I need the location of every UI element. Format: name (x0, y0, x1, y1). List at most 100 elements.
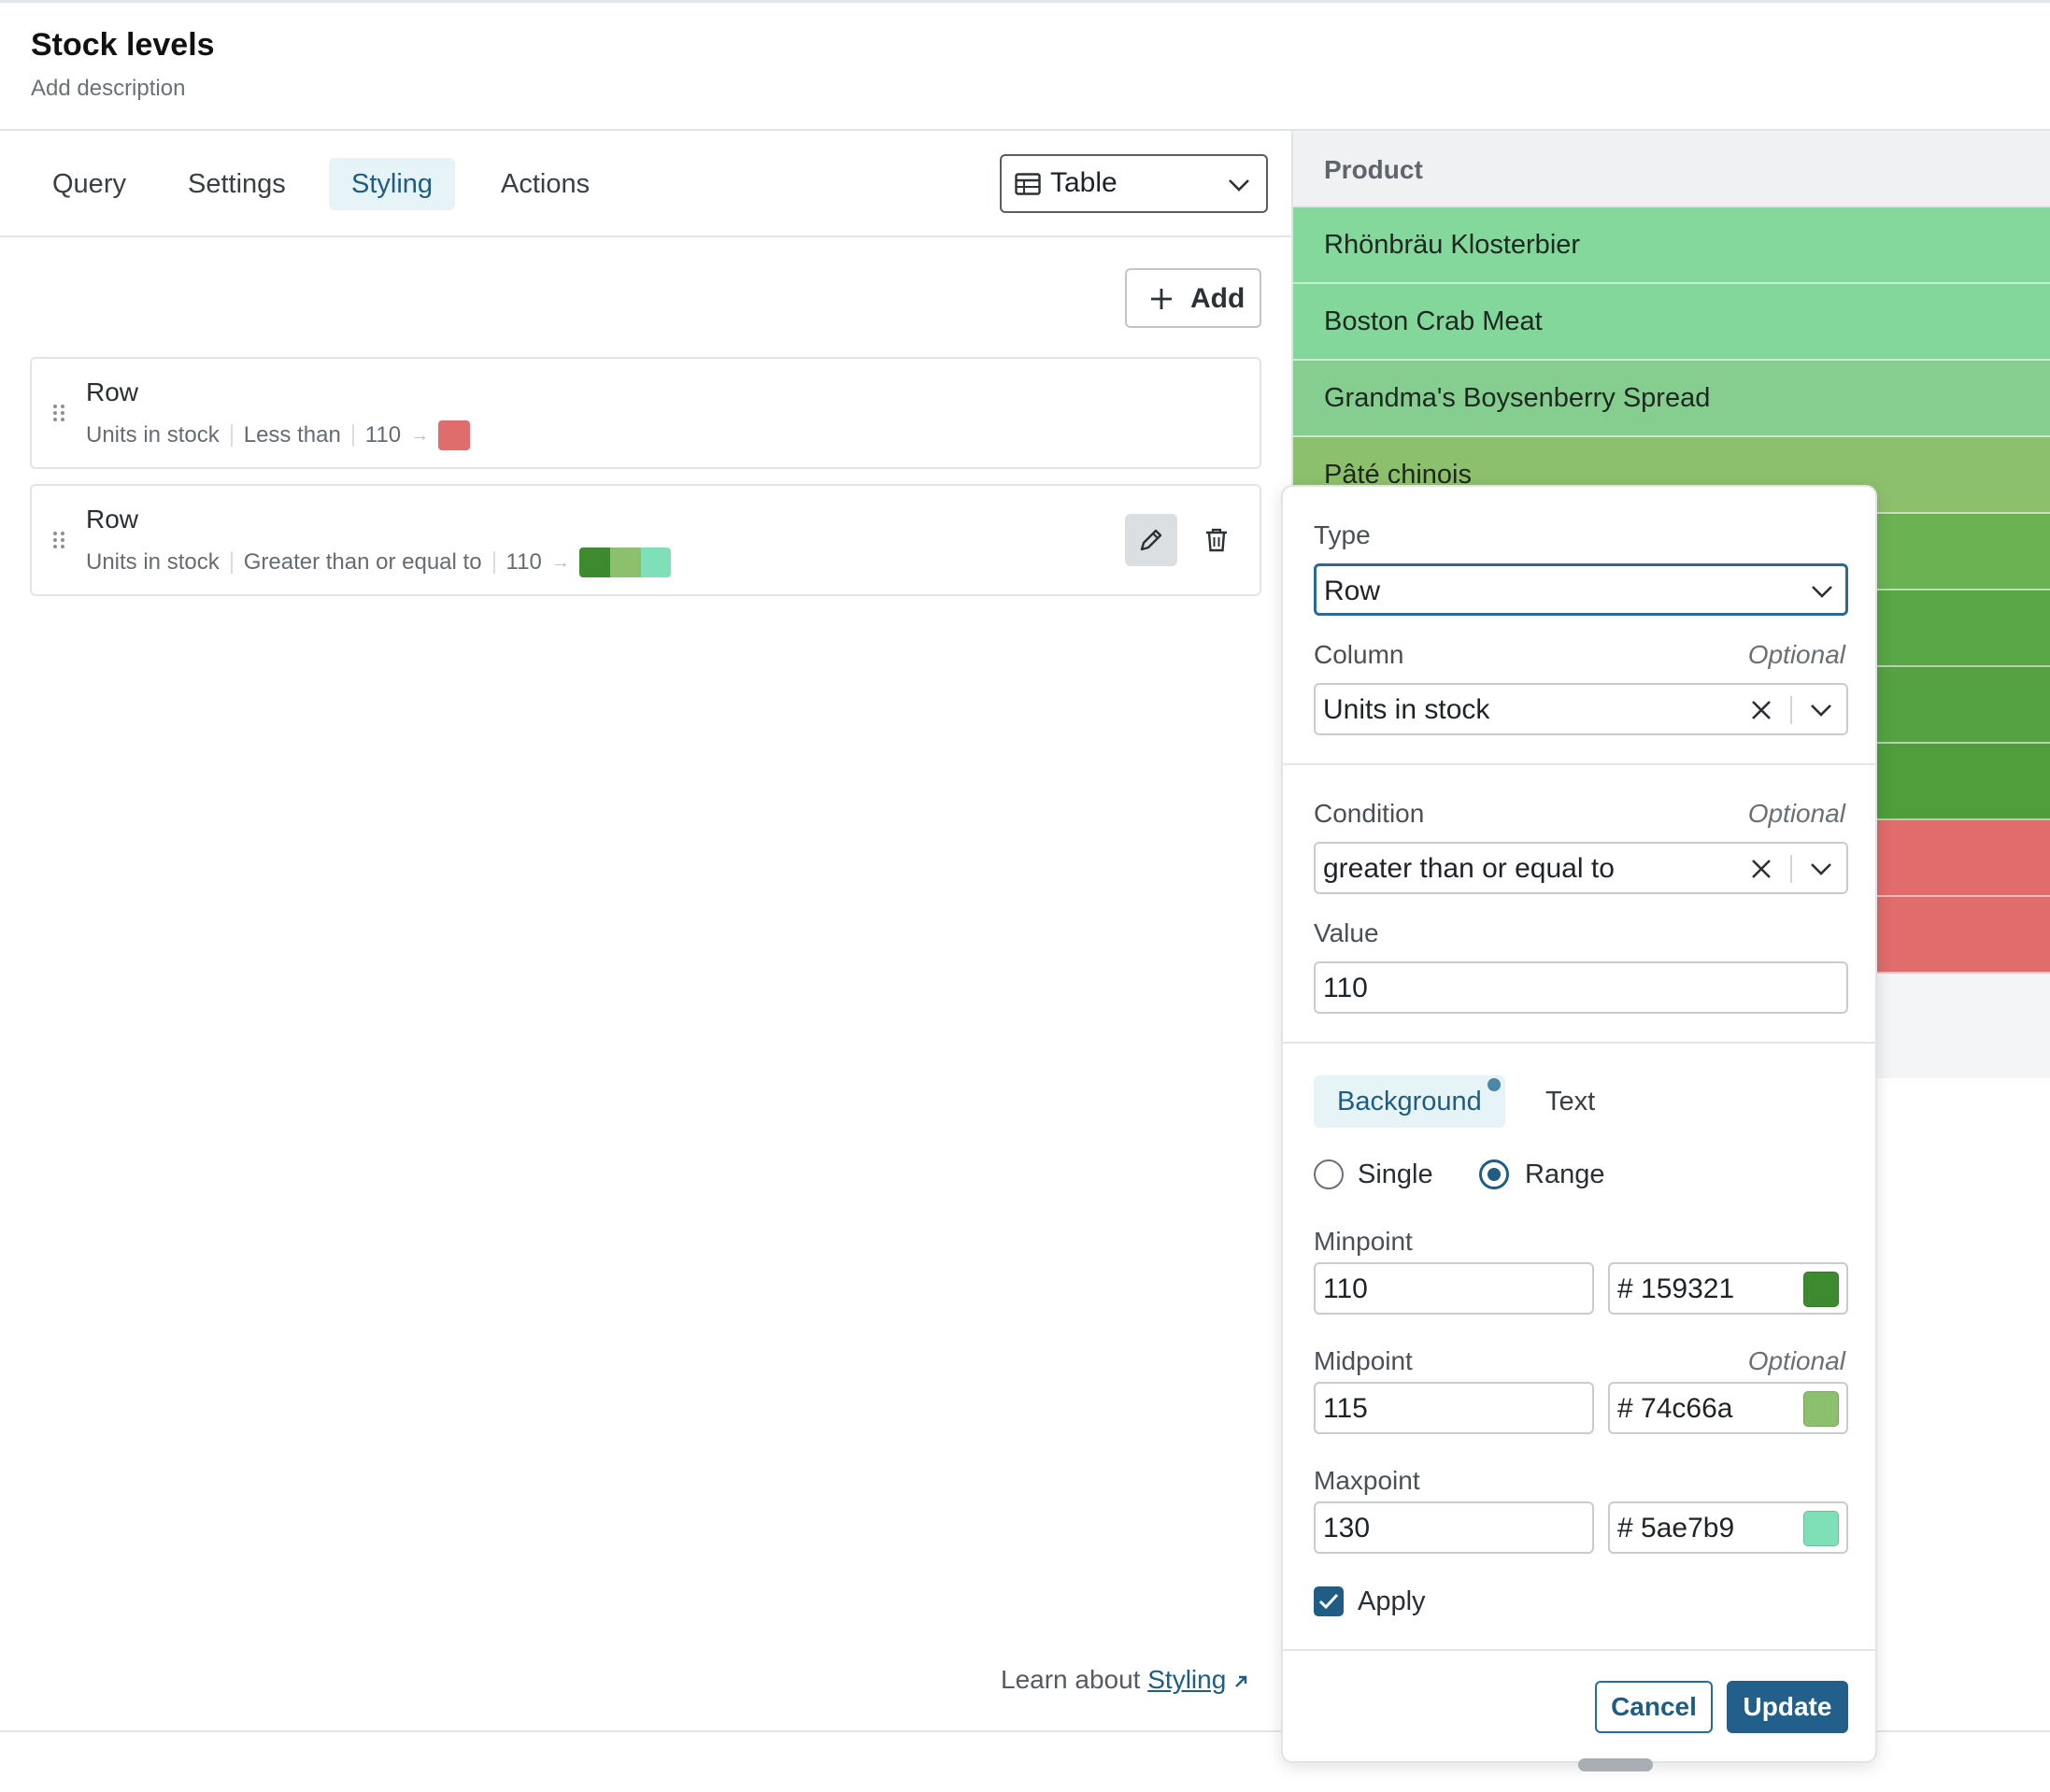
midpoint-label: Midpoint (1314, 1346, 1413, 1375)
section-divider (1283, 1042, 1875, 1044)
page-header: Stock levels Add description (0, 3, 2050, 131)
tab-background[interactable]: Background (1314, 1075, 1505, 1128)
rule-card[interactable]: Row Units in stock Greater than or equal… (30, 484, 1261, 596)
update-button[interactable]: Update (1727, 1681, 1848, 1733)
column-header-label: Product (1324, 155, 1423, 184)
chevron-down-icon[interactable] (1809, 857, 1833, 881)
minpoint-label: Minpoint (1314, 1227, 1413, 1256)
cancel-button[interactable]: Cancel (1595, 1681, 1713, 1733)
divider (1790, 696, 1792, 724)
editor-panel: Query Settings Styling Actions Table Add… (0, 131, 1291, 1732)
apply-checkbox[interactable] (1314, 1586, 1344, 1616)
divider (230, 551, 233, 574)
midpoint-input[interactable]: 115 (1314, 1382, 1594, 1434)
radio-single-label[interactable]: Single (1358, 1159, 1433, 1189)
chevron-down-icon[interactable] (1809, 698, 1833, 722)
rule-column: Units in stock (86, 422, 220, 448)
drag-handle-icon[interactable] (52, 404, 65, 422)
chevron-down-icon (1812, 586, 1832, 598)
minpoint-value: 110 (1323, 1273, 1368, 1304)
condition-select[interactable]: greater than or equal to (1314, 842, 1848, 894)
minpoint-input[interactable]: 110 (1314, 1262, 1594, 1315)
table-row[interactable]: Rhönbräu Klosterbier (1293, 207, 2050, 284)
maxpoint-label: Maxpoint (1314, 1466, 1420, 1495)
maxpoint-input[interactable]: 130 (1314, 1501, 1594, 1554)
table-row[interactable]: Grandma's Boysenberry Spread (1293, 361, 2050, 437)
description-field[interactable]: Add description (31, 76, 186, 101)
resize-handle[interactable] (1578, 1758, 1653, 1771)
page-title[interactable]: Stock levels (31, 27, 215, 63)
add-rule-button[interactable]: Add (1125, 268, 1261, 328)
value-input[interactable]: 110 (1314, 961, 1848, 1014)
maxpoint-color-swatch[interactable] (1803, 1511, 1839, 1546)
trash-icon (1206, 528, 1227, 552)
type-label: Type (1314, 520, 1371, 549)
table-icon (1015, 173, 1041, 195)
table-row[interactable]: Boston Crab Meat (1293, 284, 2050, 361)
apply-label[interactable]: Apply (1358, 1586, 1426, 1616)
rule-title: Row (86, 505, 139, 533)
maxpoint-color-input[interactable]: # 5ae7b9 (1608, 1501, 1848, 1554)
bottom-border (0, 1730, 2050, 1732)
section-divider (1283, 763, 1875, 765)
clear-icon[interactable] (1749, 857, 1773, 881)
rule-value: 110 (505, 549, 542, 575)
rule-color-swatch (578, 548, 671, 577)
external-link-icon[interactable] (1233, 1674, 1248, 1689)
midpoint-color-input[interactable]: # 74c66a (1608, 1382, 1848, 1434)
midpoint-hex: # 74c66a (1617, 1393, 1733, 1424)
type-select-value: Row (1324, 576, 1381, 606)
checkmark-icon (1318, 1593, 1339, 1610)
maxpoint-value: 130 (1323, 1513, 1371, 1543)
tab-settings[interactable]: Settings (188, 169, 286, 199)
column-select[interactable]: Units in stock (1314, 683, 1848, 735)
divider (230, 424, 233, 447)
visualization-select-value: Table (1050, 167, 1118, 198)
condition-label: Condition (1314, 799, 1425, 828)
condition-optional-hint: Optional (1747, 799, 1845, 828)
visualization-select[interactable]: Table (1000, 154, 1268, 213)
rule-card[interactable]: Row Units in stock Less than 110 → (30, 357, 1261, 469)
learn-about-styling: Learn about Styling (1001, 1665, 1248, 1695)
rule-title: Row (86, 377, 139, 406)
tab-query[interactable]: Query (52, 169, 126, 199)
radio-range-label[interactable]: Range (1525, 1159, 1605, 1189)
rule-editor-popover: Type Row Column Optional Units in stock … (1281, 485, 1877, 1763)
section-divider (1283, 1649, 1875, 1651)
radio-range[interactable] (1479, 1159, 1509, 1189)
midpoint-color-swatch[interactable] (1803, 1391, 1839, 1427)
delete-rule-button[interactable] (1190, 514, 1243, 566)
add-rule-label: Add (1190, 283, 1246, 314)
divider (1790, 855, 1792, 883)
type-select[interactable]: Row (1314, 563, 1848, 616)
tab-text[interactable]: Text (1545, 1087, 1596, 1116)
rule-summary: Units in stock Less than 110 → (86, 420, 471, 450)
styling-docs-link[interactable]: Styling (1147, 1665, 1227, 1694)
midpoint-value: 115 (1323, 1393, 1368, 1424)
rule-column: Units in stock (86, 549, 220, 575)
tab-actions[interactable]: Actions (501, 169, 591, 199)
rule-condition: Greater than or equal to (243, 549, 482, 575)
divider (351, 424, 354, 447)
cell-product: Grandma's Boysenberry Spread (1324, 383, 1711, 413)
midpoint-optional-hint: Optional (1747, 1346, 1845, 1375)
tab-styling[interactable]: Styling (329, 158, 456, 210)
swatch-segment (578, 548, 610, 577)
top-border (0, 0, 2050, 3)
column-label: Column (1314, 640, 1404, 669)
drag-handle-icon[interactable] (52, 531, 65, 549)
clear-icon[interactable] (1749, 698, 1773, 722)
value-input-text: 110 (1323, 973, 1368, 1003)
column-header-product[interactable]: Product (1293, 131, 2050, 207)
cell-product: Rhönbräu Klosterbier (1324, 230, 1581, 260)
divider (492, 551, 495, 574)
maxpoint-hex: # 5ae7b9 (1617, 1513, 1735, 1543)
edit-rule-button[interactable] (1125, 514, 1177, 566)
minpoint-color-input[interactable]: # 159321 (1608, 1262, 1848, 1315)
swatch-segment (640, 548, 671, 577)
radio-single[interactable] (1314, 1159, 1344, 1189)
learn-prefix: Learn about (1001, 1665, 1141, 1694)
modified-indicator (1488, 1078, 1501, 1091)
pencil-icon (1140, 529, 1162, 551)
minpoint-color-swatch[interactable] (1803, 1272, 1839, 1307)
